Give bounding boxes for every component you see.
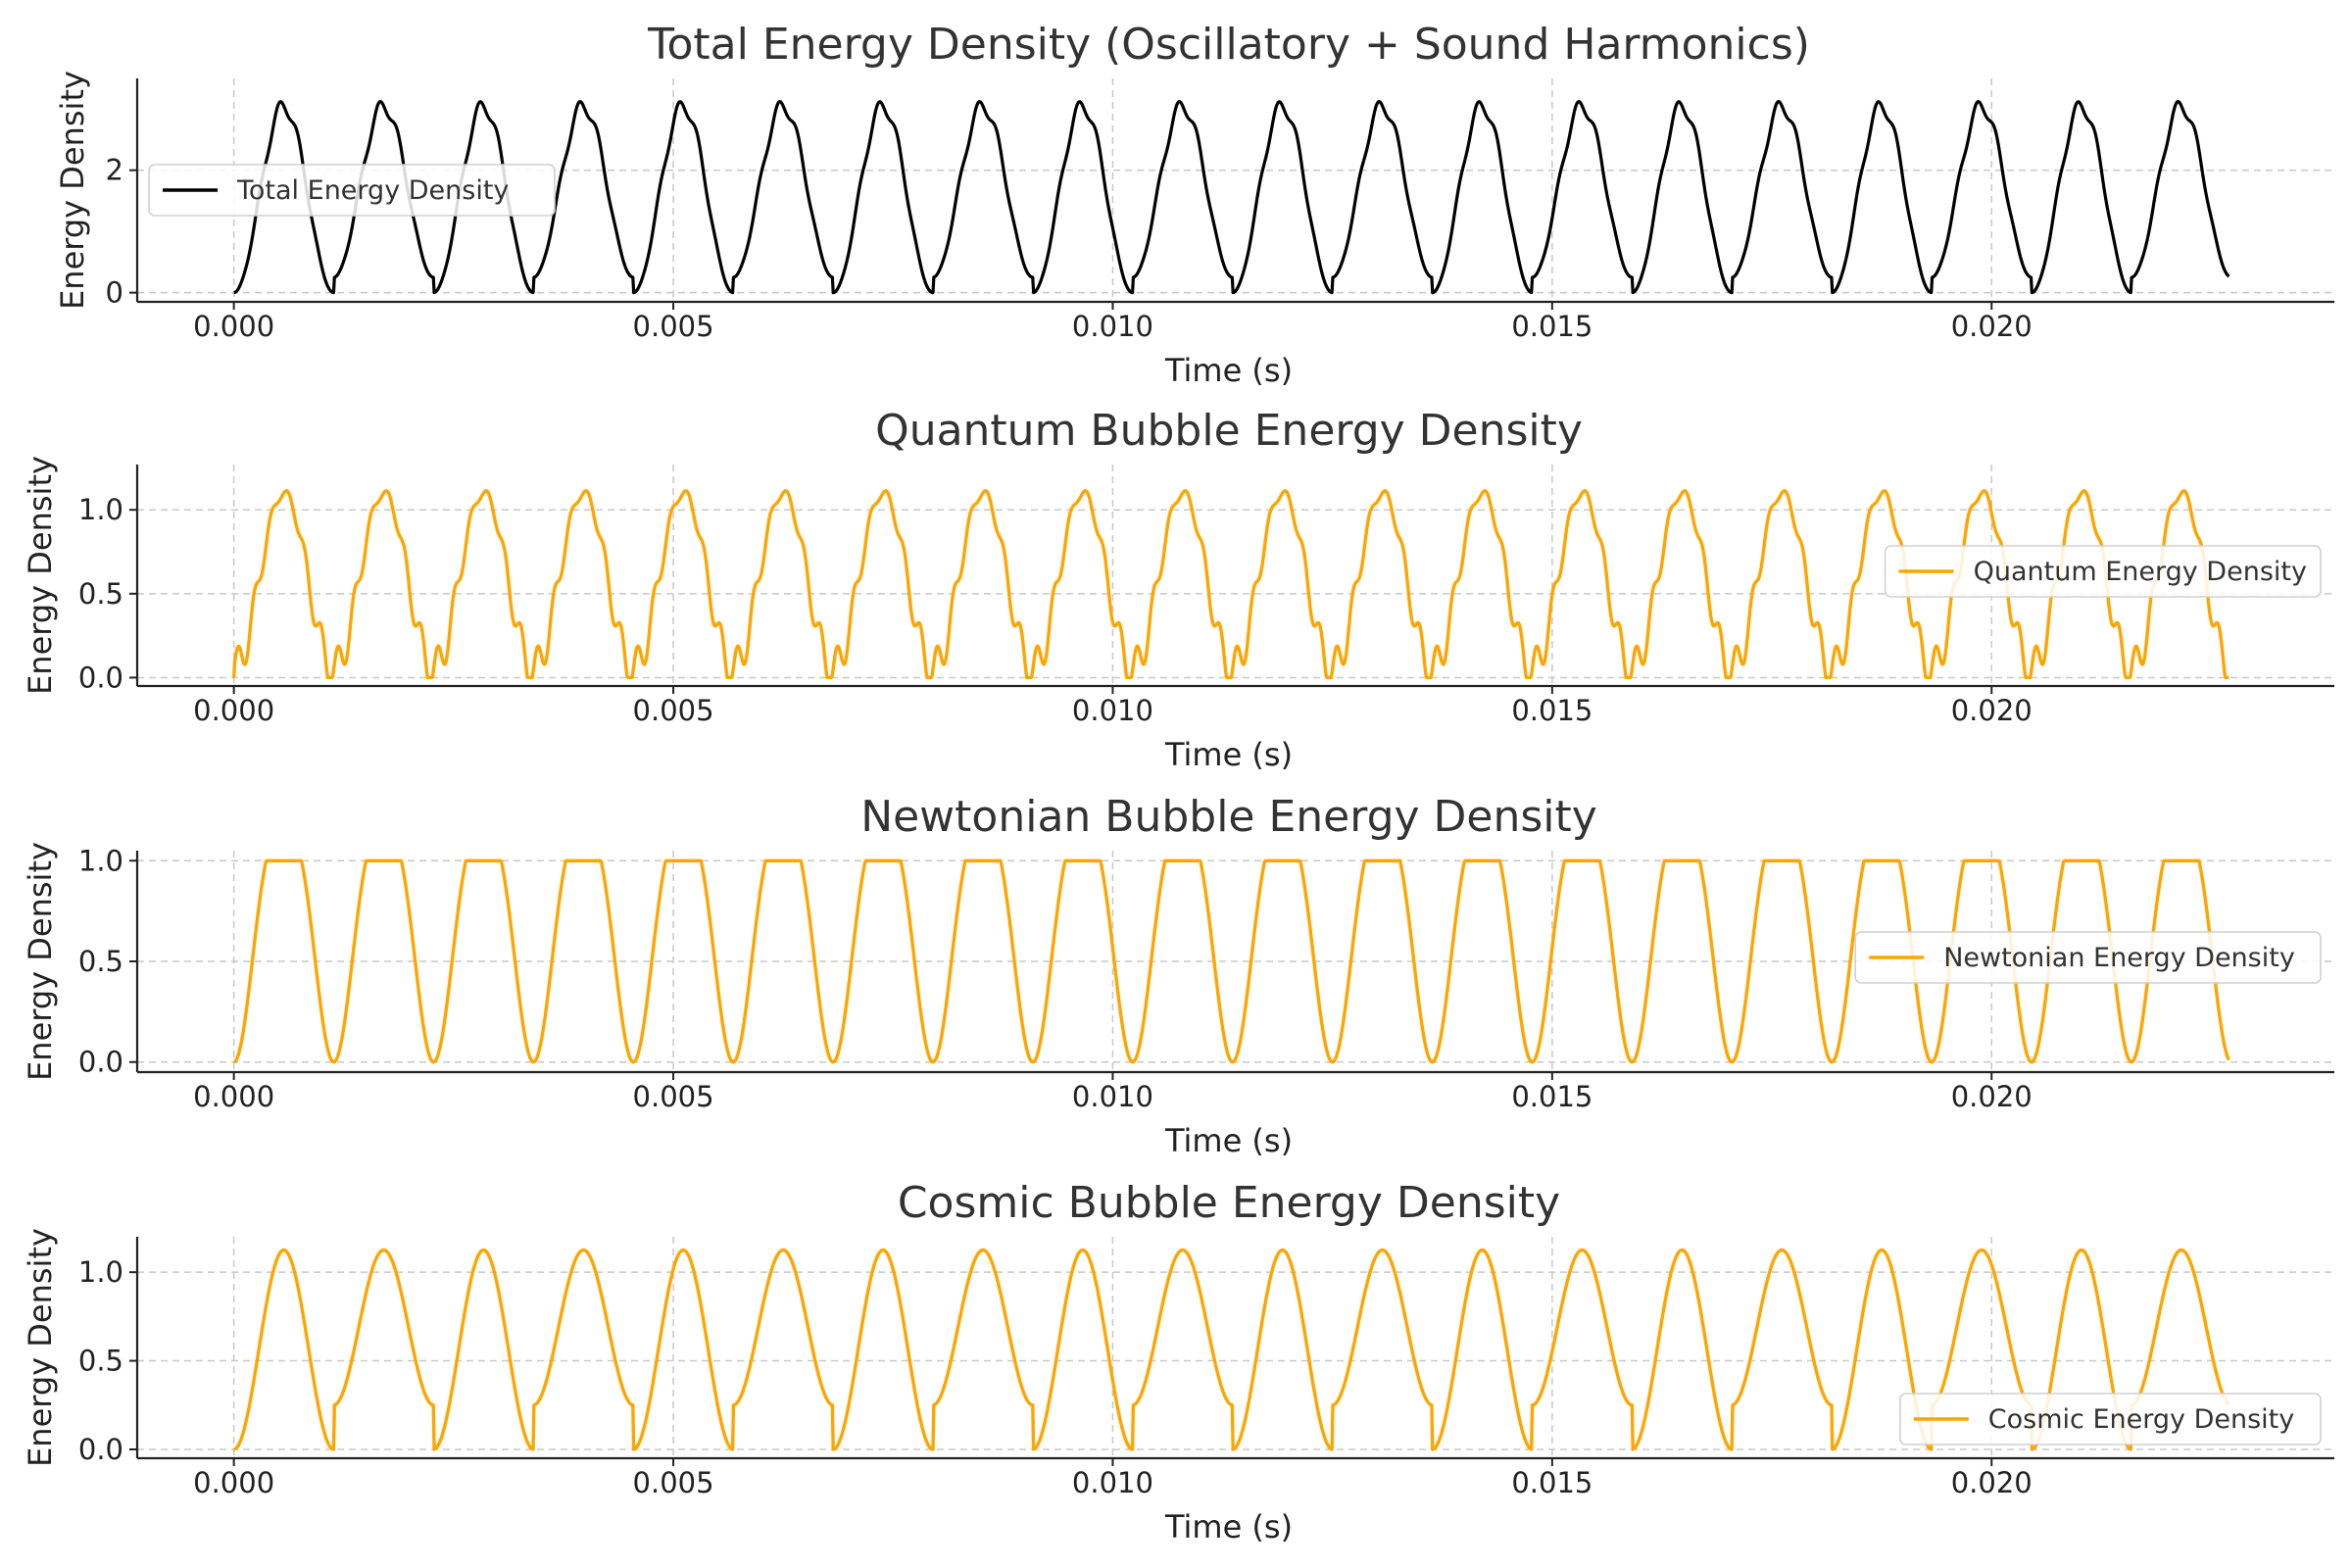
legend: Total Energy Density (148, 164, 556, 217)
series-line (232, 100, 2230, 295)
x-tick-label: 0.005 (633, 310, 714, 343)
y-tick-label: 0.5 (78, 577, 123, 611)
legend-label: Quantum Energy Density (1974, 557, 2307, 587)
subplot-title: Newtonian Bubble Energy Density (860, 792, 1597, 842)
series-line (232, 858, 2230, 1064)
x-tick-label: 0.015 (1511, 1466, 1592, 1499)
x-axis-label: Time (s) (1164, 352, 1293, 389)
y-tick-label: 0.0 (78, 661, 123, 694)
y-axis-label: Energy Density (54, 71, 91, 310)
subplot-title: Cosmic Bubble Energy Density (898, 1178, 1560, 1228)
x-tick-label: 0.005 (633, 1080, 714, 1113)
y-axis-label: Energy Density (22, 456, 59, 695)
x-tick-label: 0.015 (1511, 694, 1592, 727)
x-axis-label: Time (s) (1164, 1508, 1293, 1545)
x-tick-label: 0.010 (1072, 694, 1153, 727)
legend-box (148, 164, 556, 217)
legend: Newtonian Energy Density (1854, 931, 2322, 984)
x-tick-label: 0.000 (193, 310, 274, 343)
x-tick-label: 0.010 (1072, 1466, 1153, 1499)
x-tick-label: 0.010 (1072, 310, 1153, 343)
x-tick-label: 0.015 (1511, 1080, 1592, 1113)
legend-box (1854, 931, 2322, 984)
y-tick-label: 0.0 (78, 1433, 123, 1466)
x-tick-label: 0.015 (1511, 310, 1592, 343)
y-tick-label: 2 (106, 154, 123, 187)
legend: Quantum Energy Density (1884, 545, 2322, 598)
legend-label: Cosmic Energy Density (1988, 1404, 2294, 1435)
subplot-title: Total Energy Density (Oscillatory + Soun… (647, 20, 1810, 70)
legend-box (1884, 545, 2322, 598)
x-tick-label: 0.000 (193, 1466, 274, 1499)
legend-label: Total Energy Density (236, 175, 509, 206)
y-tick-label: 0 (106, 276, 123, 310)
series-line (232, 1248, 2230, 1451)
subplot-4: 0.000 0.005 0.010 0.015 0.020 0.0 0.5 1.0 Cosmic… (22, 1178, 2334, 1545)
y-axis-label: Energy Density (22, 1228, 59, 1467)
legend-box (1899, 1393, 2322, 1446)
x-axis-label: Time (s) (1164, 736, 1293, 773)
x-tick-label: 0.005 (633, 694, 714, 727)
y-axis-label: Energy Density (22, 842, 59, 1081)
legend-label: Newtonian Energy Density (1943, 943, 2295, 973)
x-tick-label: 0.000 (193, 1080, 274, 1113)
x-tick-label: 0.005 (633, 1466, 714, 1499)
x-tick-label: 0.000 (193, 694, 274, 727)
subplot-1: 0.000 0.005 0.010 0.015 0.020 0 2 Total Energy … (54, 20, 2334, 389)
y-tick-label: 1.0 (78, 844, 123, 877)
y-tick-label: 0.5 (78, 945, 123, 978)
subplot-3: 0.000 0.005 0.010 0.015 0.020 0.0 0.5 1.0 Newton… (22, 792, 2334, 1159)
y-tick-label: 0.5 (78, 1345, 123, 1378)
x-tick-label: 0.020 (1951, 694, 2033, 727)
subplot-2: 0.000 0.005 0.010 0.015 0.020 0.0 0.5 1.0 Quantu… (22, 406, 2334, 773)
y-tick-label: 0.0 (78, 1046, 123, 1079)
x-tick-label: 0.020 (1951, 310, 2033, 343)
x-tick-label: 0.020 (1951, 1466, 2033, 1499)
x-tick-label: 0.020 (1951, 1080, 2033, 1113)
x-axis-label: Time (s) (1164, 1122, 1293, 1159)
series-line (231, 489, 2230, 680)
legend: Cosmic Energy Density (1899, 1393, 2322, 1446)
subplot-title: Quantum Bubble Energy Density (875, 406, 1583, 456)
y-tick-label: 1.0 (78, 1255, 123, 1289)
x-tick-label: 0.010 (1072, 1080, 1153, 1113)
y-tick-label: 1.0 (78, 493, 123, 526)
